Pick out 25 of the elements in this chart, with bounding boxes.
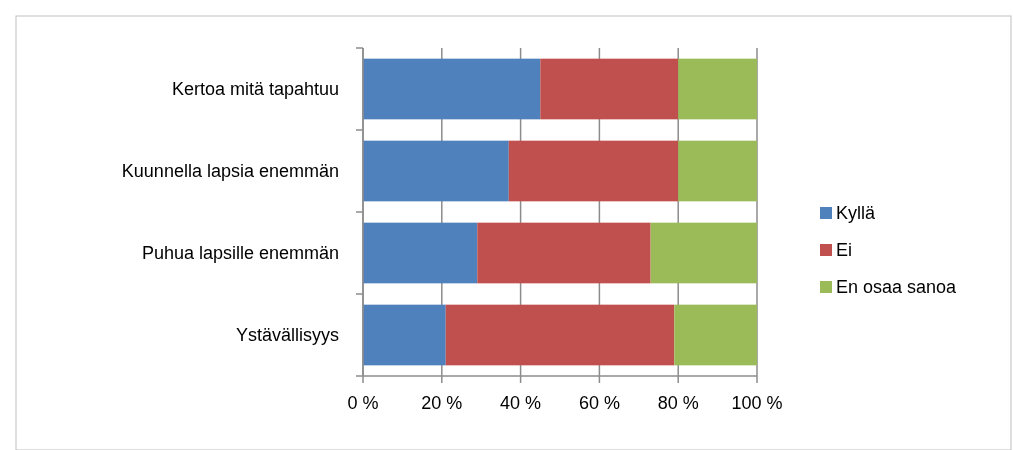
x-tick-label: 80 % (657, 393, 699, 413)
bar (678, 140, 757, 202)
bar (363, 304, 446, 366)
y-tick-label: Puhua lapsille enemmän (141, 243, 339, 264)
x-tick-label: 60 % (578, 393, 620, 413)
bar (674, 304, 757, 366)
bar (363, 58, 541, 120)
bar (678, 58, 757, 120)
x-tick-label: 20 % (421, 393, 463, 413)
bar (363, 140, 509, 202)
bar (477, 222, 651, 284)
bar (540, 58, 679, 120)
y-tick-label: Ystävällisyys (235, 325, 339, 346)
y-tick-label: Kuunnella lapsia enemmän (121, 161, 339, 182)
bar (445, 304, 675, 366)
x-tick-label: 40 % (500, 393, 542, 413)
legend-label: Kyllä (836, 203, 876, 224)
y-tick-label: Kertoa mitä tapahtuu (171, 79, 339, 100)
x-tick-label: 0 % (347, 393, 379, 413)
legend-label: En osaa sanoa (836, 277, 958, 298)
bar (508, 140, 679, 202)
bar (363, 222, 478, 284)
x-tick-label: 100 % (731, 393, 783, 413)
legend-label: Ei (836, 240, 853, 261)
bar (650, 222, 757, 284)
